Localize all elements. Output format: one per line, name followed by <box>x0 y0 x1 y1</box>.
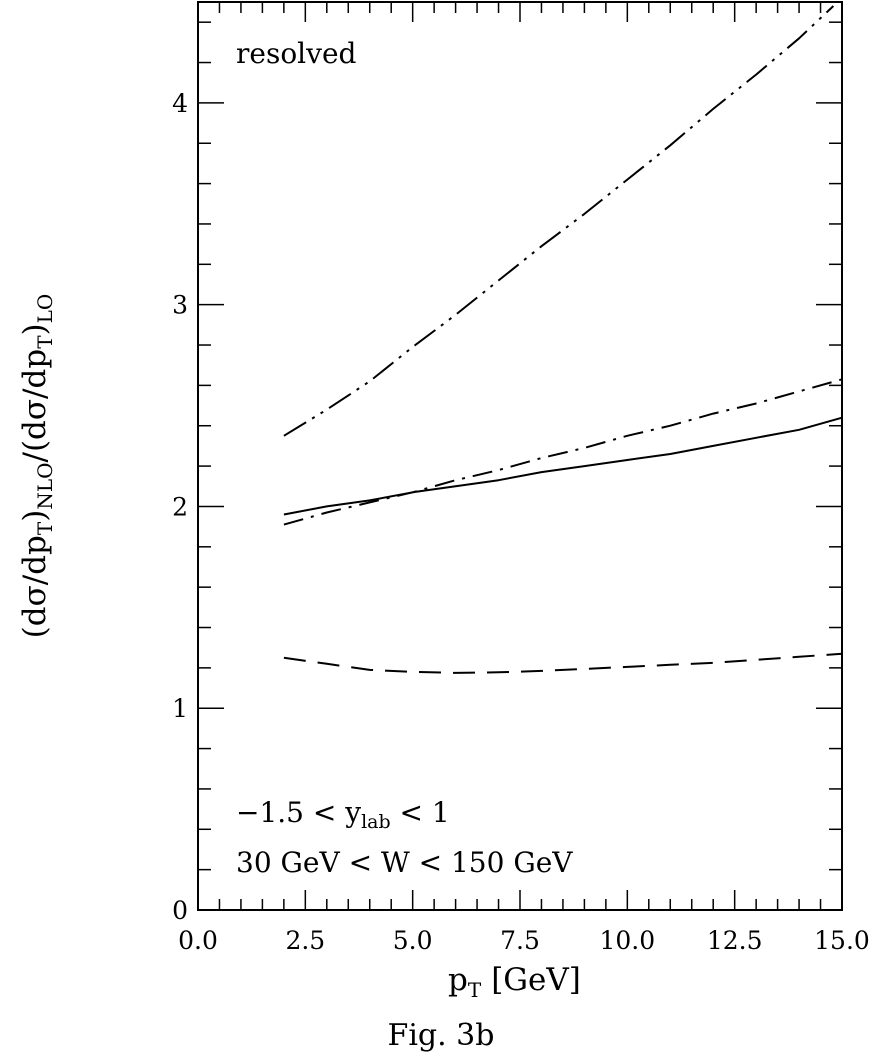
y-axis-title-num-sub: T <box>33 521 57 535</box>
plot-frame <box>197 1 843 911</box>
rapidity-range-subscript: lab <box>361 811 391 833</box>
series-layer <box>283 5 843 674</box>
x-tick-label: 12.5 <box>707 926 763 955</box>
figure-caption: Fig. 3b <box>388 1018 495 1053</box>
x-axis-title-subscript: T <box>468 978 482 1002</box>
x-axis-title: pT [GeV] <box>448 962 581 1002</box>
axis-ticks <box>197 2 843 911</box>
series-line-solid <box>283 416 843 516</box>
series-line-dash-dot <box>283 378 843 526</box>
y-tick-label: 0 <box>172 896 188 925</box>
y-tick-label: 1 <box>172 694 188 723</box>
rapidity-range-label: −1.5 < ylab < 1 <box>236 796 450 833</box>
w-range-label: 30 GeV < W < 150 GeV <box>236 846 573 879</box>
rapidity-range-part-b: < 1 <box>391 796 450 829</box>
y-axis-title-den-close: ) <box>17 323 53 335</box>
y-axis-title-num-open: (dσ/dp <box>17 535 53 638</box>
x-tick-label: 7.5 <box>500 926 540 955</box>
y-tick-label: 4 <box>172 89 188 118</box>
y-axis-title-den-open: /(dσ/dp <box>17 349 53 463</box>
x-tick-label: 5.0 <box>393 926 433 955</box>
rapidity-range-part-a: −1.5 < y <box>236 796 361 829</box>
y-axis-title-num-close: ) <box>17 510 53 522</box>
y-tick-label: 3 <box>172 291 188 320</box>
label-resolved: resolved <box>236 37 357 70</box>
x-tick-label: 10.0 <box>599 926 655 955</box>
x-tick-label: 2.5 <box>285 926 325 955</box>
series-line-dashed <box>283 652 843 674</box>
series-line-dash-dot-dot <box>283 5 835 437</box>
y-axis-title-den-tag: LO <box>33 294 57 324</box>
x-tick-label: 0.0 <box>178 926 218 955</box>
x-axis-title-main: p <box>448 962 468 998</box>
axis-tick-labels: 0.0 2.5 5.0 7.5 10.0 12.5 15.0 0 1 2 3 4 <box>172 89 870 955</box>
y-axis-title: (dσ/dpT)NLO/(dσ/dpT)LO <box>17 294 57 639</box>
y-tick-label: 2 <box>172 492 188 521</box>
x-axis-title-unit: [GeV] <box>491 962 581 998</box>
x-tick-label: 15.0 <box>814 926 870 955</box>
y-axis-title-num-tag: NLO <box>33 462 57 509</box>
y-axis-title-den-sub: T <box>33 335 57 349</box>
